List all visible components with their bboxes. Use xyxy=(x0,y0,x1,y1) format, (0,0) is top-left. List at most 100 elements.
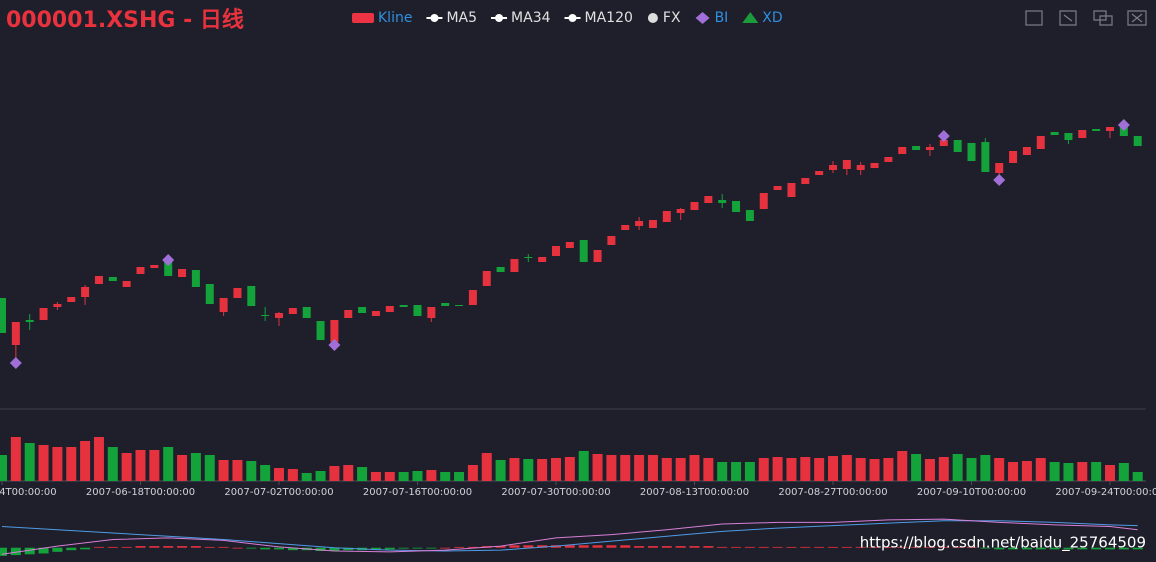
macd-bar xyxy=(66,547,77,551)
candle-body xyxy=(1092,129,1101,131)
volume-bar xyxy=(481,453,492,481)
macd-line xyxy=(1,518,1138,555)
macd-bar xyxy=(1008,547,1019,550)
volume-bar xyxy=(495,460,506,481)
candle-body xyxy=(81,287,90,297)
candle-body xyxy=(925,147,934,150)
volume-bar xyxy=(384,472,395,481)
macd-bar xyxy=(980,547,991,549)
macd-bar xyxy=(911,546,922,548)
volume-bar xyxy=(246,461,257,481)
candle-body xyxy=(1064,133,1073,140)
macd-bar xyxy=(509,545,520,548)
candle-body xyxy=(358,307,367,313)
legend-label[interactable]: XD xyxy=(762,10,782,26)
candle-body xyxy=(593,250,602,262)
volume-bar xyxy=(80,441,91,481)
volume-bar xyxy=(1132,472,1143,481)
candle-body xyxy=(565,242,574,248)
macd-bar xyxy=(717,546,728,548)
x-tick-label: 2007-09-24T00:00:00 xyxy=(1055,487,1156,498)
volume-bar xyxy=(426,470,437,481)
legend-label[interactable]: MA5 xyxy=(446,10,477,26)
legend-label[interactable]: MA120 xyxy=(585,10,633,26)
macd-bar xyxy=(1118,547,1129,550)
macd-bar xyxy=(994,547,1005,550)
candle-body xyxy=(759,193,768,209)
volume-bar xyxy=(93,437,104,481)
volume-bar xyxy=(966,458,977,481)
x-tick-label: 2007-09-10T00:00:00 xyxy=(917,487,1026,498)
macd-bar xyxy=(731,546,742,548)
candle-body xyxy=(482,271,491,286)
volume-bar xyxy=(440,472,451,481)
macd-bar xyxy=(287,547,298,551)
candle-body xyxy=(621,225,630,230)
volume-bar xyxy=(620,455,631,481)
volume-bar xyxy=(564,457,575,481)
volume-bar xyxy=(911,454,922,481)
volume-bar xyxy=(1105,465,1115,481)
legend-icon[interactable] xyxy=(430,14,439,22)
legend-label[interactable]: BI xyxy=(715,10,729,26)
legend-label[interactable]: MA34 xyxy=(511,10,551,26)
candle-body xyxy=(898,147,907,154)
macd-bar xyxy=(149,546,160,548)
candle-body xyxy=(302,307,311,318)
legend-icon[interactable] xyxy=(647,13,658,23)
macd-bar xyxy=(246,547,257,549)
macd-bar xyxy=(703,546,714,548)
volume-bar xyxy=(412,471,423,481)
candle-body xyxy=(995,163,1004,173)
macd-bar xyxy=(647,546,658,548)
bi-marker xyxy=(162,254,175,266)
macd-bar xyxy=(523,545,534,548)
candle-body xyxy=(690,202,699,210)
candle-body xyxy=(884,157,893,162)
volume-bar xyxy=(772,457,783,481)
volume-bar xyxy=(869,459,880,481)
volume-bar xyxy=(1077,462,1088,481)
candle-body xyxy=(468,290,477,305)
macd-bar xyxy=(772,546,783,548)
volume-bar xyxy=(717,462,728,481)
volume-bar xyxy=(467,465,478,481)
candle-body xyxy=(870,163,879,168)
volume-bar xyxy=(329,466,340,481)
volume-bar xyxy=(689,455,700,481)
candle-body xyxy=(648,220,657,228)
candle-body xyxy=(261,315,270,316)
zoom-tool[interactable] xyxy=(1025,10,1043,26)
legend-icon[interactable] xyxy=(568,14,577,22)
save-tool[interactable] xyxy=(1127,10,1147,26)
volume-bar xyxy=(121,453,132,481)
volume-bar xyxy=(260,465,271,481)
legend-icon[interactable] xyxy=(352,13,374,23)
zoom-reset-tool[interactable] xyxy=(1059,10,1077,26)
macd-bar xyxy=(38,547,49,554)
restore-tool[interactable] xyxy=(1093,10,1113,26)
legend-icon[interactable] xyxy=(695,12,710,24)
candle-body xyxy=(53,304,62,307)
candle-body xyxy=(552,246,560,256)
legend-icon[interactable] xyxy=(742,12,759,23)
volume-bar xyxy=(703,458,714,481)
macd-bar xyxy=(107,546,118,548)
legend-icon[interactable] xyxy=(495,14,504,22)
volume-bar xyxy=(1021,461,1032,481)
volume-bar xyxy=(177,455,188,481)
bi-marker xyxy=(328,339,341,351)
candle-body xyxy=(579,240,588,262)
chart-title: 000001.XSHG - 日线 xyxy=(6,7,244,33)
macd-bar xyxy=(578,545,589,548)
macd-bar xyxy=(163,546,174,548)
volume-bar xyxy=(938,457,949,481)
watermark: https://blog.csdn.net/baidu_25764509 xyxy=(860,534,1146,553)
volume-bar xyxy=(454,472,465,481)
legend-label[interactable]: FX xyxy=(663,10,681,26)
candle-body xyxy=(441,303,450,306)
legend-label[interactable]: Kline xyxy=(378,10,412,26)
macd-bar xyxy=(537,545,548,548)
candle-body xyxy=(0,298,6,333)
volume-bar xyxy=(287,469,298,481)
